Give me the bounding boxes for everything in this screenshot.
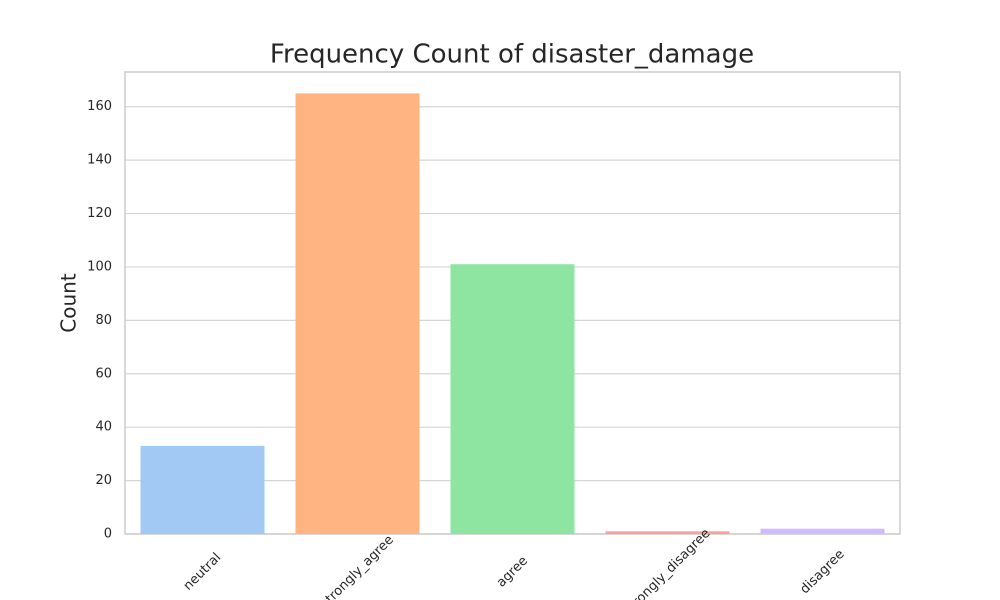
y-tick-label: 20 — [95, 473, 112, 488]
chart-title: Frequency Count of disaster_damage — [270, 40, 754, 70]
x-tick-label: agree — [494, 554, 531, 591]
y-tick-label: 40 — [95, 420, 112, 435]
x-tick-label: disagree — [797, 547, 847, 597]
x-tick-label: neutral — [181, 550, 224, 593]
y-axis-label: Count — [57, 273, 81, 333]
x-tick-label: strongly_agree — [318, 533, 397, 600]
bar — [295, 93, 420, 534]
y-tick-label: 120 — [87, 206, 112, 221]
y-tick-label: 80 — [95, 313, 112, 328]
bar — [140, 445, 265, 534]
x-tick-label: strongly_disagree — [622, 526, 714, 600]
y-tick-label: 100 — [87, 259, 112, 274]
y-tick-label: 0 — [104, 527, 112, 542]
bar — [605, 531, 730, 534]
bar — [760, 528, 885, 534]
bar — [450, 264, 575, 534]
y-tick-label: 60 — [95, 366, 112, 381]
y-tick-label: 140 — [87, 153, 112, 168]
y-tick-label: 160 — [87, 99, 112, 114]
